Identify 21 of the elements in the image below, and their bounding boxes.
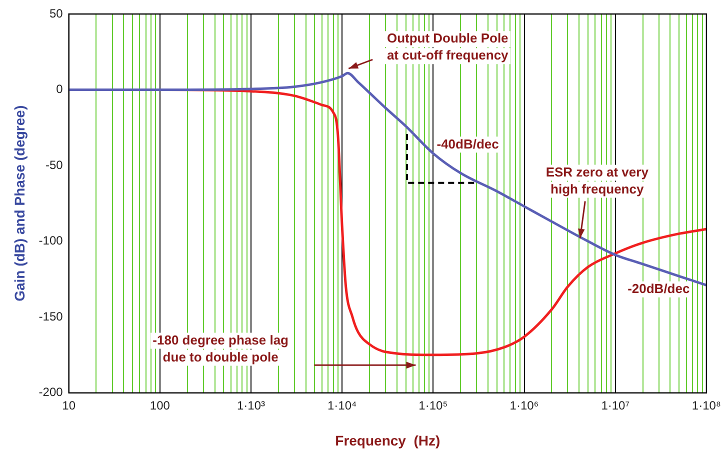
annotation: -40dB/dec [436,136,499,152]
y-axis-title: Gain (dB) and Phase (degree) [11,105,28,302]
annotation: Output Double Pole at cut-off frequency [386,30,510,63]
annotation: -180 degree phase lag due to double pole [152,332,289,364]
annotation: ESR zero at very high frequency [546,164,650,196]
x-tick-label: 1·10⁵ [418,398,448,412]
x-tick-label: 1·10⁸ [692,398,722,412]
x-tick-label: 1·10⁶ [510,398,539,412]
y-tick-label: -100 [38,234,64,248]
x-tick-label: 100 [150,398,170,412]
y-tick-label: -200 [38,385,64,400]
x-tick-label: 1·10⁴ [328,398,357,412]
x-axis-title: Frequency (Hz) [335,432,440,448]
y-tick-label: -150 [38,309,64,324]
y-tick-label: -50 [45,158,64,172]
x-tick-label: 1·10³ [236,398,266,412]
y-tick-label: 0 [56,82,64,96]
x-tick-label: 10 [62,398,76,412]
x-tick-label: 1·10⁷ [601,398,630,412]
annotation: -20dB/dec [628,280,690,296]
y-tick-label: 50 [49,6,64,20]
